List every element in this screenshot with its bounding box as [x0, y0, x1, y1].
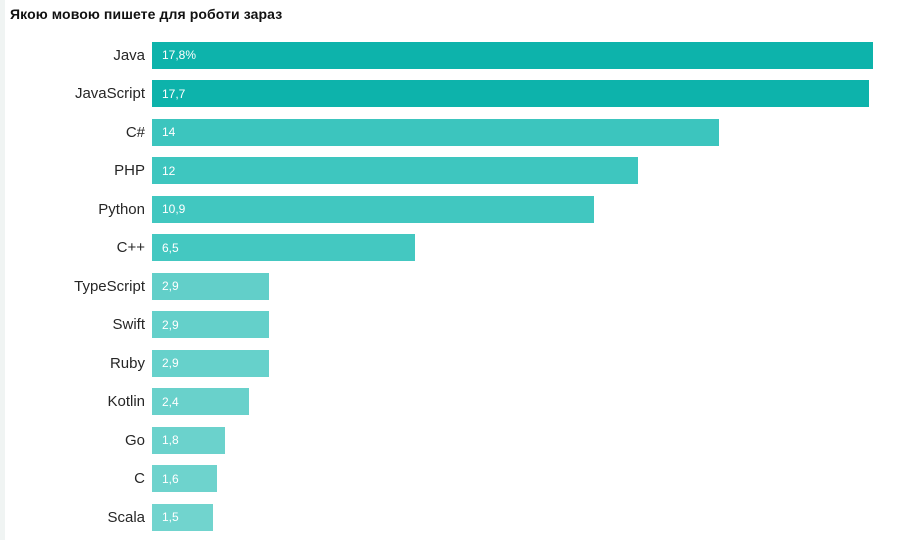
bar-row: C# 14 — [0, 113, 900, 152]
category-label: JavaScript — [74, 85, 145, 103]
bar: 14 — [152, 118, 720, 146]
value-label: 6,5 — [162, 240, 179, 255]
bar-row: Scala 1,5 — [0, 498, 900, 537]
bar-track: 2,9 — [152, 272, 873, 300]
bar-row: C 1,6 — [0, 460, 900, 499]
category-label: C — [134, 470, 145, 488]
bar: 17,7 — [152, 80, 869, 108]
bar-row: C++ 6,5 — [0, 229, 900, 268]
bar: 1,8 — [152, 426, 225, 454]
value-label: 14 — [162, 125, 176, 140]
page-left-edge — [0, 0, 5, 540]
bar-row: PHP 12 — [0, 152, 900, 191]
bar: 2,9 — [152, 272, 270, 300]
value-label: 1,8 — [162, 433, 179, 448]
bar-row: Go 1,8 — [0, 421, 900, 460]
value-label: 12 — [162, 163, 176, 178]
bar: 12 — [152, 157, 639, 185]
category-label: Scala — [107, 508, 145, 526]
bar: 17,8% — [152, 41, 873, 69]
value-label: 2,9 — [162, 279, 179, 294]
bar-track: 2,9 — [152, 349, 873, 377]
value-label: 2,4 — [162, 394, 179, 409]
category-label: Ruby — [109, 354, 145, 372]
bar-chart: Java 17,8% JavaScript 17,7 C# 14 PHP 12 Python 10… — [0, 36, 900, 537]
bar-row: Java 17,8% — [0, 36, 900, 75]
bar-row: TypeScript 2,9 — [0, 267, 900, 306]
bar-row: JavaScript 17,7 — [0, 75, 900, 114]
chart-title: Якою мовою пишете для роботи зараз — [10, 6, 283, 22]
category-label: Python — [98, 200, 145, 218]
bar: 1,6 — [152, 465, 217, 493]
bar: 2,4 — [152, 388, 250, 416]
bar-track: 17,7 — [152, 80, 873, 108]
bar-track: 2,4 — [152, 388, 873, 416]
bar-row: Python 10,9 — [0, 190, 900, 229]
category-label: C# — [125, 123, 145, 141]
value-label: 17,7 — [162, 86, 186, 101]
bar: 2,9 — [152, 349, 270, 377]
bar: 6,5 — [152, 234, 416, 262]
category-label: C++ — [116, 239, 145, 257]
value-label: 1,6 — [162, 471, 179, 486]
value-label: 10,9 — [162, 202, 186, 217]
category-label: Swift — [112, 316, 145, 334]
category-label: Kotlin — [107, 393, 145, 411]
category-label: TypeScript — [74, 277, 145, 295]
bar: 2,9 — [152, 311, 270, 339]
value-label: 17,8% — [162, 48, 197, 63]
bar-track: 17,8% — [152, 41, 873, 69]
bar-track: 1,5 — [152, 503, 873, 531]
bar-track: 1,8 — [152, 426, 873, 454]
bar-track: 6,5 — [152, 234, 873, 262]
bar-row: Swift 2,9 — [0, 306, 900, 345]
bar-track: 1,6 — [152, 465, 873, 493]
category-label: PHP — [114, 162, 145, 180]
bar-row: Ruby 2,9 — [0, 344, 900, 383]
bar-track: 10,9 — [152, 195, 873, 223]
value-label: 2,9 — [162, 317, 179, 332]
category-label: Go — [124, 431, 145, 449]
value-label: 2,9 — [162, 356, 179, 371]
bar-track: 12 — [152, 157, 873, 185]
value-label: 1,5 — [162, 510, 179, 525]
category-label: Java — [113, 46, 145, 64]
bar: 10,9 — [152, 195, 594, 223]
bar-track: 2,9 — [152, 311, 873, 339]
bar-row: Kotlin 2,4 — [0, 383, 900, 422]
bar: 1,5 — [152, 503, 213, 531]
bar-track: 14 — [152, 118, 873, 146]
